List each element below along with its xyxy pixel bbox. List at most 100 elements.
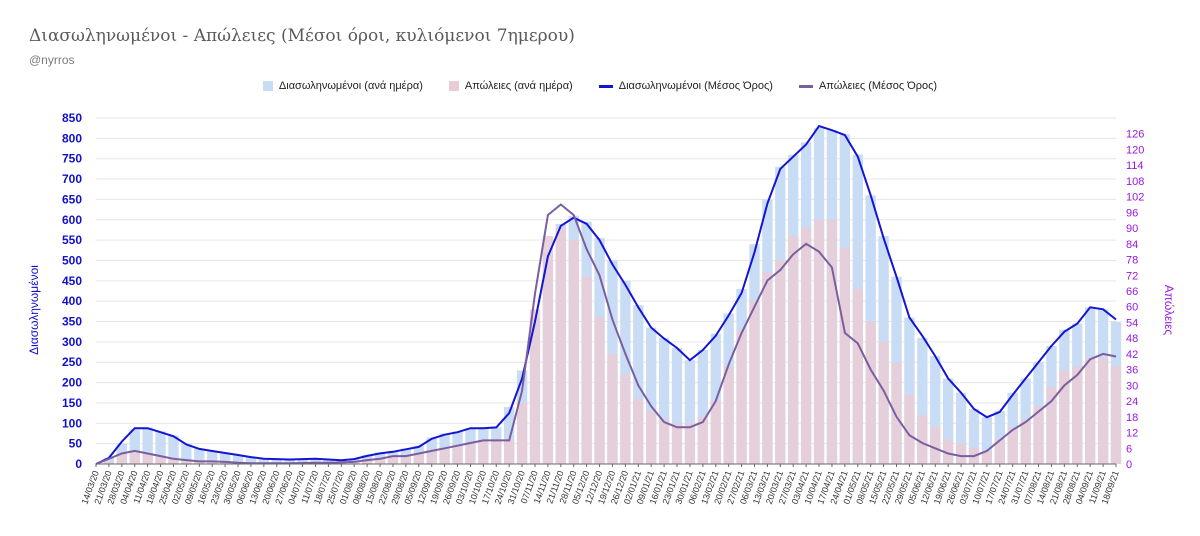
y-tick-label-right: 114 <box>1126 160 1144 172</box>
bar-intubated-daily <box>684 360 696 464</box>
y-tick-label-left: 700 <box>62 172 82 186</box>
y-tick-label-left: 150 <box>62 396 82 410</box>
bar-deaths-daily <box>142 452 153 464</box>
bar-deaths-daily <box>529 309 541 464</box>
y-tick-label-right: 108 <box>1126 176 1144 188</box>
bar-deaths-daily <box>1110 366 1122 464</box>
bar-intubated-daily <box>904 317 915 464</box>
y-tick-label-right: 6 <box>1126 443 1132 455</box>
bar-deaths-daily <box>374 457 386 464</box>
y-tick-label-right: 66 <box>1126 286 1138 298</box>
bar-deaths-daily <box>646 411 657 464</box>
bar-deaths-daily <box>361 459 373 464</box>
y-tick-label-right: 18 <box>1126 412 1138 424</box>
bar-deaths-daily <box>465 441 476 464</box>
y-tick-label-left: 400 <box>62 294 82 308</box>
y-tick-label-left: 250 <box>62 355 82 369</box>
y-tick-label-right: 12 <box>1126 428 1138 440</box>
chart-title: Διασωληνωμένοι - Απώλειες (Μέσοι όροι, κ… <box>29 26 575 46</box>
y-tick-label-left: 500 <box>62 253 82 267</box>
bar-deaths-daily <box>452 445 463 464</box>
bar-deaths-daily <box>671 423 683 464</box>
bar-deaths-daily <box>439 447 450 464</box>
y-axis-left-label: Διασωληνωμένοι <box>27 265 41 355</box>
y-tick-label-left: 0 <box>75 457 82 471</box>
bar-intubated-daily <box>129 429 140 464</box>
y-tick-label-right: 54 <box>1126 317 1138 329</box>
bar-intubated-daily <box>207 450 218 464</box>
bar-deaths-daily <box>194 461 205 464</box>
y-tick-label-left: 450 <box>62 274 82 288</box>
bar-deaths-daily <box>491 438 502 464</box>
bar-deaths-daily <box>852 288 863 464</box>
bar-deaths-daily <box>103 461 115 464</box>
legend-label-deaths-daily: Απώλειες (ανά ημέρα) <box>464 80 573 92</box>
y-axis-right: 0 6 12 18 24 30 36 42 48 54 60 66 72 78 84 90 96 102 108 11… <box>1126 129 1144 471</box>
bar-intubated-daily <box>930 356 941 464</box>
y-tick-label-left: 100 <box>62 416 82 430</box>
bar-intubated-daily <box>310 458 321 464</box>
legend-item-deaths-daily[interactable]: Απώλειες (ανά ημέρα) <box>448 80 573 92</box>
bar-deaths-daily <box>775 260 786 464</box>
legend-item-intubated-daily[interactable]: Διασωληνωμένοι (ανά ημέρα) <box>262 80 423 92</box>
bar-deaths-daily <box>762 272 773 464</box>
bar-deaths-daily <box>633 398 644 464</box>
y-tick-label-left: 750 <box>62 152 82 166</box>
bar-deaths-daily <box>904 394 915 464</box>
bar-intubated-daily <box>181 443 192 464</box>
y-axis-right-label: Απώλειες <box>1162 285 1176 336</box>
bar-deaths-daily <box>478 439 489 464</box>
bar-deaths-daily <box>788 236 799 464</box>
line-deaths-avg <box>95 203 1117 465</box>
legend-swatch-deaths-daily <box>448 81 459 91</box>
y-tick-label-right: 42 <box>1126 349 1138 361</box>
bar-intubated-daily <box>271 459 282 464</box>
y-tick-label-left: 850 <box>62 111 82 125</box>
bar-deaths-daily <box>1072 366 1083 464</box>
bar-deaths-daily <box>839 248 851 464</box>
bar-intubated-daily <box>697 350 708 464</box>
bar-deaths-daily <box>1059 370 1070 464</box>
chart-lines <box>95 124 1117 465</box>
bar-intubated-daily <box>284 459 295 464</box>
bar-deaths-daily <box>813 219 825 464</box>
bar-deaths-daily <box>736 329 747 464</box>
chart-bars <box>103 128 1122 465</box>
bar-deaths-daily <box>607 354 618 464</box>
bar-intubated-daily <box>194 448 205 464</box>
bar-deaths-daily <box>594 317 605 464</box>
y-tick-label-right: 60 <box>1126 302 1138 314</box>
legend-item-deaths-avg[interactable]: Απώλειες (Μέσος Όρος) <box>798 80 937 92</box>
x-axis: 14/03/2021/03/2028/03/2004/04/2011/04/20… <box>79 463 1121 506</box>
bar-intubated-daily <box>258 459 270 464</box>
y-tick-label-right: 102 <box>1126 192 1144 204</box>
bar-deaths-daily <box>955 443 967 464</box>
bar-deaths-daily <box>1007 427 1018 464</box>
y-tick-label-left: 550 <box>62 233 82 247</box>
bar-intubated-daily <box>232 455 244 464</box>
bar-intubated-daily <box>917 337 928 464</box>
y-tick-label-left: 200 <box>62 376 82 390</box>
y-tick-label-left: 350 <box>62 315 82 329</box>
bar-deaths-daily <box>400 455 412 464</box>
y-tick-label-left: 650 <box>62 192 82 206</box>
bar-deaths-daily <box>568 240 579 464</box>
bar-deaths-daily <box>710 400 721 464</box>
bar-deaths-daily <box>129 450 140 464</box>
bar-intubated-daily <box>942 378 954 464</box>
y-tick-label-right: 126 <box>1126 129 1144 141</box>
bar-deaths-daily <box>504 439 515 464</box>
legend-swatch-intubated-avg <box>598 84 613 88</box>
bar-deaths-daily <box>620 374 631 464</box>
legend-item-intubated-avg[interactable]: Διασωληνωμένοι (Μέσος Όρος) <box>598 80 773 92</box>
bar-intubated-daily <box>955 392 967 464</box>
bar-deaths-daily <box>684 423 696 464</box>
bar-deaths-daily <box>942 439 954 464</box>
y-axis-left: 0 50 100 150 200 250 300 350 400 450 500 550 600 650 7… <box>62 111 82 471</box>
bar-intubated-daily <box>620 280 631 464</box>
bar-deaths-daily <box>981 451 993 464</box>
y-tick-label-right: 30 <box>1126 380 1138 392</box>
bar-deaths-daily <box>516 402 528 464</box>
y-tick-label-right: 96 <box>1126 207 1138 219</box>
